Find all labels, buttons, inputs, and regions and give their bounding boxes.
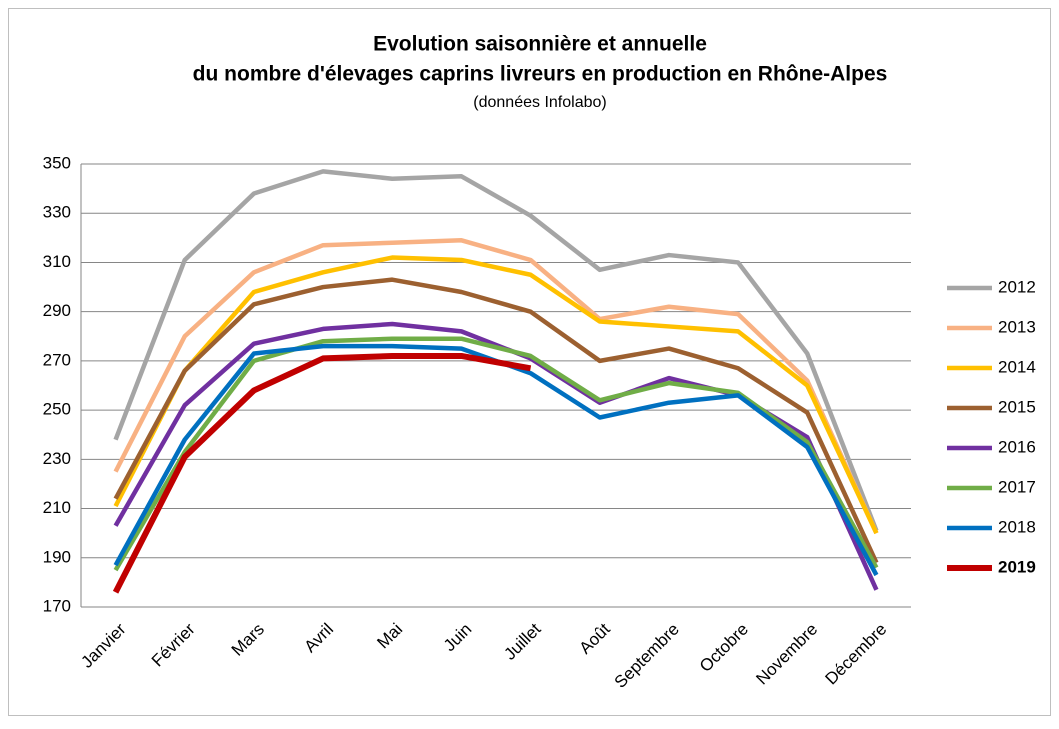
y-tick-label: 250 [43, 400, 71, 419]
series-line [113, 255, 879, 535]
y-tick-label: 290 [43, 301, 71, 320]
y-tick-label: 310 [43, 252, 71, 271]
y-tick-label: 210 [43, 498, 71, 517]
y-tick-label: 230 [43, 449, 71, 468]
legend-label: 2019 [998, 557, 1036, 576]
chart-title: Evolution saisonnière et annuelle [373, 33, 707, 56]
y-tick-label: 170 [43, 596, 71, 615]
legend-label: 2014 [998, 357, 1036, 376]
legend-label: 2013 [998, 317, 1036, 336]
series-line [113, 336, 879, 572]
legend-label: 2015 [998, 397, 1036, 416]
y-tick-label: 330 [43, 203, 71, 222]
series-line [113, 238, 879, 535]
y-tick-label: 350 [43, 153, 71, 172]
chart-subtitle: (données Infolabo) [473, 94, 606, 111]
y-tick-label: 270 [43, 350, 71, 369]
chart-border [8, 8, 1051, 716]
y-tick-label: 190 [43, 547, 71, 566]
series-line [113, 169, 879, 532]
legend-label: 2016 [998, 437, 1036, 456]
legend-label: 2018 [998, 517, 1036, 536]
series-line [112, 352, 532, 594]
legend-label: 2017 [998, 477, 1036, 496]
series-line [113, 277, 879, 564]
legend-label: 2012 [998, 277, 1036, 296]
chart-title: du nombre d'élevages caprins livreurs en… [193, 63, 888, 86]
